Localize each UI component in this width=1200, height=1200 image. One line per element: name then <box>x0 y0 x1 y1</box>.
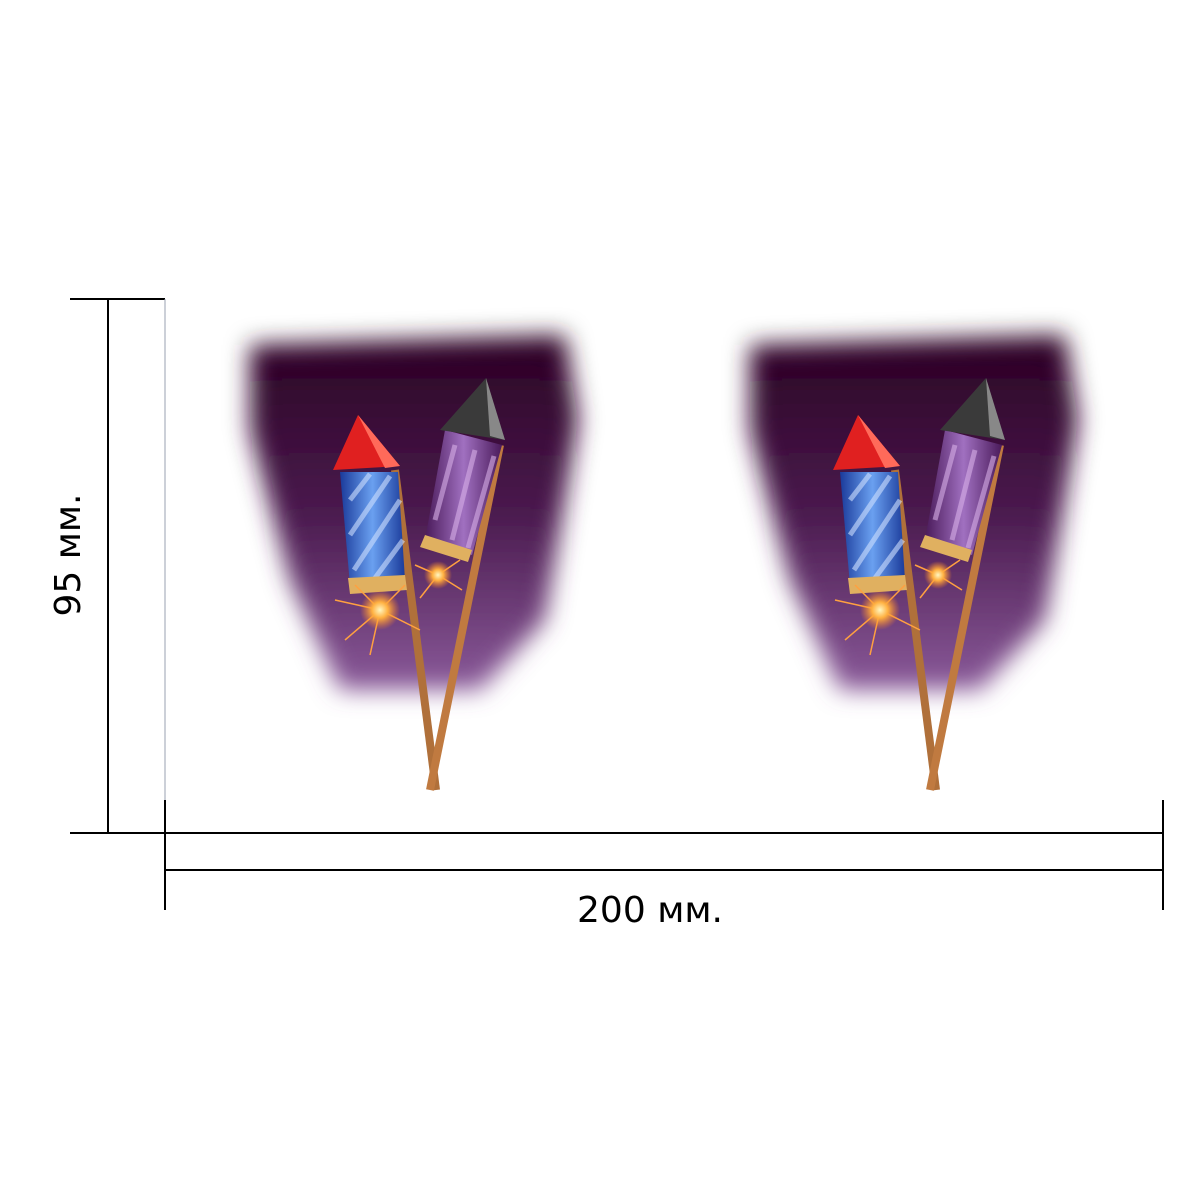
rocket-illustration <box>750 335 1078 790</box>
width-dimension <box>164 800 1164 910</box>
height-label: 95 мм. <box>48 493 89 616</box>
width-label: 200 мм. <box>577 890 723 931</box>
rocket-illustration <box>250 335 578 790</box>
height-dimension <box>70 298 166 834</box>
